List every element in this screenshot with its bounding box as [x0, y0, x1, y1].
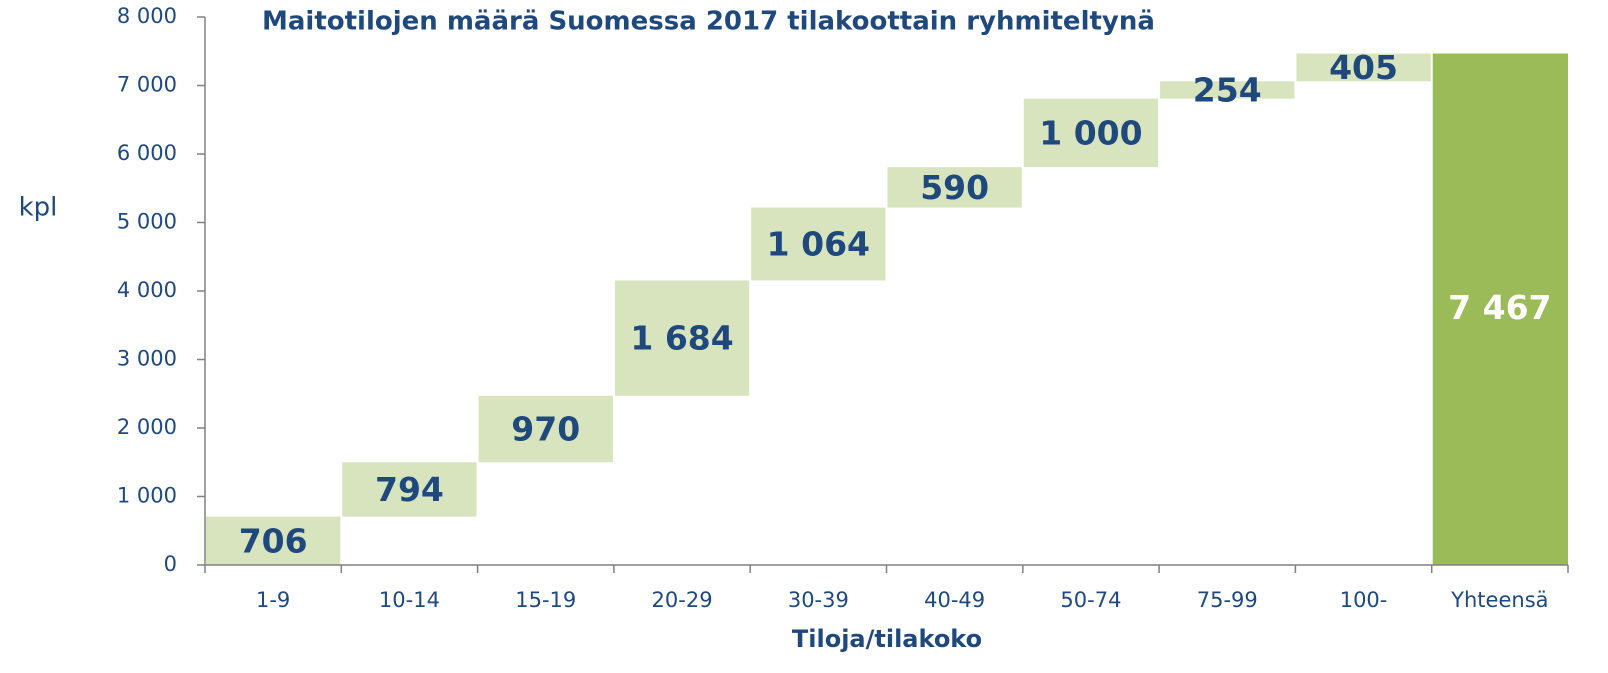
y-tick-label: 8 000 — [117, 4, 177, 28]
value-label: 1 064 — [767, 225, 870, 264]
x-tick-label: 20-29 — [652, 588, 713, 612]
x-tick-label: 1-9 — [256, 588, 290, 612]
total-bar — [1432, 53, 1568, 566]
x-tick-label: 10-14 — [379, 588, 440, 612]
value-label: 794 — [375, 470, 444, 509]
x-axis-label: Tiloja/tilakoko — [792, 625, 982, 653]
value-label: 254 — [1193, 70, 1262, 109]
y-tick-label: 3 000 — [117, 347, 177, 371]
value-label: 1 000 — [1039, 113, 1142, 152]
y-tick-label: 2 000 — [117, 415, 177, 439]
chart-title: Maitotilojen määrä Suomessa 2017 tilakoo… — [262, 7, 1155, 37]
y-axis-label: kpl — [19, 193, 58, 223]
x-tick-label: 30-39 — [788, 588, 849, 612]
value-label: 1 684 — [630, 319, 733, 358]
y-tick-label: 0 — [164, 552, 177, 576]
step-bar — [478, 395, 613, 463]
step-bar — [1160, 81, 1295, 99]
value-label: 970 — [511, 410, 580, 449]
step-bar — [206, 516, 341, 565]
x-tick-label: Yhteensä — [1450, 588, 1548, 612]
y-tick-label: 6 000 — [117, 141, 177, 165]
total-label: 7 467 — [1448, 288, 1551, 327]
x-tick-label: 40-49 — [924, 588, 985, 612]
x-tick-label: 75-99 — [1197, 588, 1258, 612]
x-tick-label: 50-74 — [1060, 588, 1121, 612]
step-bar — [342, 462, 477, 517]
x-tick-label: 15-19 — [515, 588, 576, 612]
step-bar — [887, 167, 1022, 208]
y-tick-label: 7 000 — [117, 73, 177, 97]
x-tick-label: 100- — [1340, 588, 1388, 612]
value-label: 590 — [920, 168, 989, 207]
value-label: 405 — [1329, 48, 1398, 87]
value-label: 706 — [239, 521, 308, 560]
step-bar — [1023, 98, 1159, 168]
step-bar — [1296, 53, 1431, 82]
y-tick-label: 1 000 — [117, 484, 177, 508]
y-tick-label: 5 000 — [117, 210, 177, 234]
step-bar — [614, 280, 750, 396]
step-bar — [751, 207, 886, 281]
y-tick-label: 4 000 — [117, 278, 177, 302]
